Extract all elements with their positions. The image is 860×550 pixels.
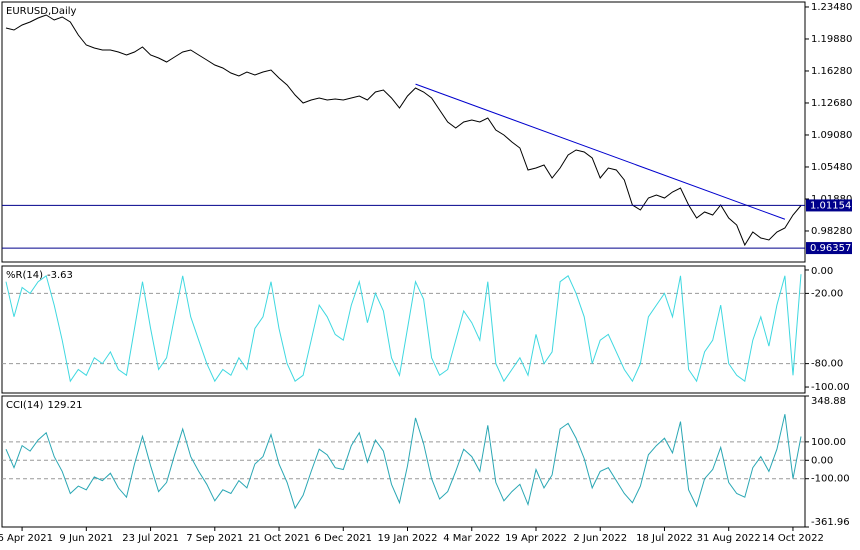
panel-title: EURUSD,Daily — [6, 6, 77, 17]
current-value: 129.21 — [47, 400, 82, 411]
panel-title-text: %R(14) — [6, 270, 43, 281]
y-tick-label: -80.00 — [811, 359, 843, 370]
series-line — [5, 414, 802, 510]
x-tick-label: 7 Sep 2021 — [186, 533, 243, 544]
panel-title-text: CCI(14) — [6, 400, 44, 411]
y-tick-label: 100.00 — [811, 437, 846, 448]
x-tick-label: 14 Oct 2022 — [762, 533, 824, 544]
x-tick-label: 6 Dec 2021 — [315, 533, 373, 544]
x-tick-label: 23 Jul 2021 — [122, 533, 179, 544]
panel-frame — [1, 395, 806, 528]
y-tick-label: 0.00 — [811, 266, 833, 277]
x-tick-label: 21 Oct 2021 — [248, 533, 310, 544]
panel-frame — [1, 1, 806, 263]
price-label: 0.96357 — [810, 243, 851, 254]
y-tick-label: 0.00 — [811, 455, 833, 466]
price-label: 1.01154 — [810, 200, 851, 211]
x-tick-label: 18 Jul 2022 — [636, 533, 693, 544]
x-tick-label: 4 Mar 2022 — [443, 533, 500, 544]
x-tick-label: 26 Apr 2021 — [0, 533, 53, 544]
y-tick-label: -20.00 — [811, 288, 843, 299]
price-label-box — [806, 199, 852, 212]
x-tick-label: 9 Jun 2021 — [59, 533, 113, 544]
panel-frame — [1, 265, 806, 394]
price-label-box — [806, 242, 852, 255]
y-tick-label: 1.16280 — [811, 66, 852, 77]
y-tick-label: 348.88 — [811, 396, 846, 407]
x-tick-label: 19 Jan 2022 — [378, 533, 438, 544]
x-tick-label: 19 Apr 2022 — [505, 533, 567, 544]
y-tick-label: -100.00 — [811, 382, 850, 393]
y-tick-label: 1.19880 — [811, 34, 852, 45]
y-tick-label: 0.98280 — [811, 226, 852, 237]
panel-title: CCI(14) 129.21 — [6, 400, 82, 411]
panel-title-text: EURUSD,Daily — [6, 6, 77, 17]
y-tick-label: 1.09080 — [811, 130, 852, 141]
y-tick-label: 1.23480 — [811, 2, 852, 13]
y-tick-label: -361.96 — [811, 517, 850, 528]
series-line — [5, 14, 802, 247]
x-tick-label: 31 Aug 2022 — [697, 533, 761, 544]
panel-title: %R(14) -3.63 — [6, 270, 73, 281]
x-tick-label: 2 Jun 2022 — [573, 533, 627, 544]
current-value: -3.63 — [47, 270, 73, 281]
trendline — [415, 83, 786, 220]
y-tick-label: 1.12680 — [811, 98, 852, 109]
y-tick-label: 1.05480 — [811, 162, 852, 173]
series-line — [5, 274, 802, 383]
y-tick-label: -100.00 — [811, 474, 850, 485]
